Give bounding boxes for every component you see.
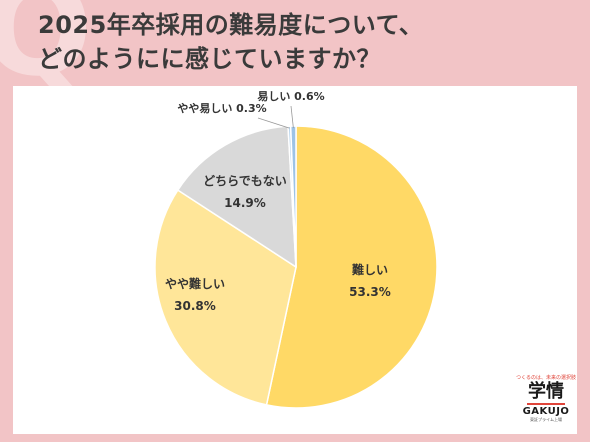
title-line-2: どのようにに感じていますか？ (38, 45, 381, 73)
page-title: 2025年卒採用の難易度について、 どのようにに感じていますか？ (38, 8, 578, 76)
title-line-1: 2025年卒採用の難易度について、 (38, 11, 424, 39)
pie-chart: 難しい 53.3% やや難しい 30.8% どちらでもない 14.9% やや易しい 0.3%… (154, 90, 438, 409)
leader-line-4 (290, 105, 294, 129)
slice-label-3: やや易しい 0.3% (177, 102, 266, 115)
pie-slice-0 (265, 125, 438, 409)
logo-brand: GAKUJO (522, 406, 570, 417)
slice-label-0: 難しい (352, 262, 388, 277)
gakujo-logo: つくるのは、未来の選択肢 学情 GAKUJO 東証プライム上場 (516, 375, 576, 423)
logo-divider (527, 403, 565, 405)
chart-panel: 難しい 53.3% やや難しい 30.8% どちらでもない 14.9% やや易しい 0.3%… (13, 86, 577, 434)
slice-value-2: 14.9% (224, 196, 266, 210)
question-mark-decoration: Q (0, 0, 93, 105)
pie-slice-1 (154, 189, 297, 406)
logo-mark: 学情 (528, 381, 564, 402)
slice-label-1: やや難しい (165, 276, 225, 291)
slice-label-2: どちらでもない (203, 174, 287, 188)
slice-value-1: 30.8% (174, 299, 216, 313)
logo-tagline: つくるのは、未来の選択肢 (516, 375, 576, 381)
leader-line-3 (257, 117, 290, 129)
pie-slice-2 (176, 125, 297, 269)
slice-label-4: 易しい 0.6% (257, 90, 324, 103)
slice-value-0: 53.3% (349, 285, 391, 299)
logo-sub: 東証プライム上場 (530, 417, 562, 422)
